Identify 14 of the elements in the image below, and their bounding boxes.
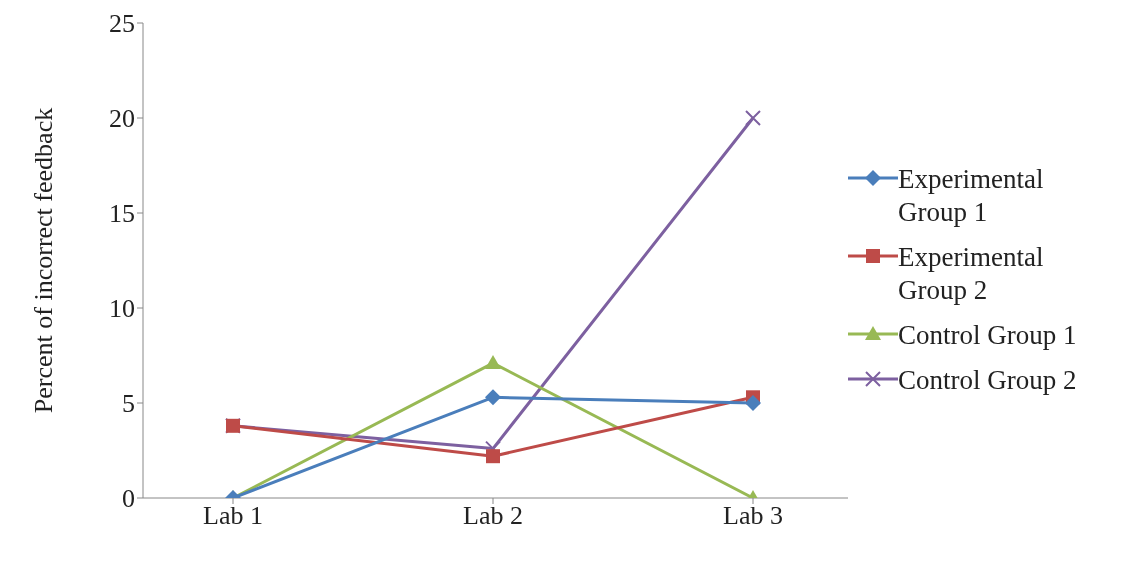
y-axis-title: Percent of incorrect feedback bbox=[29, 107, 59, 414]
legend-label: Control Group 1 bbox=[898, 318, 1078, 352]
legend-label: Control Group 2 bbox=[898, 363, 1078, 397]
legend-label: Experimental Group 2 bbox=[898, 240, 1045, 307]
y-tick-label: 5 bbox=[122, 389, 135, 419]
x-tick-label: Lab 3 bbox=[723, 501, 783, 531]
x-tick-label: Lab 1 bbox=[203, 501, 263, 531]
y-tick-label: 20 bbox=[109, 104, 135, 134]
y-tick-label: 10 bbox=[109, 294, 135, 324]
y-tick-label: 15 bbox=[109, 199, 135, 229]
y-tick-label: 25 bbox=[109, 9, 135, 39]
y-tick-label: 0 bbox=[122, 484, 135, 514]
x-tick-label: Lab 2 bbox=[463, 501, 523, 531]
legend-label: Experimental Group 1 bbox=[898, 162, 1045, 229]
